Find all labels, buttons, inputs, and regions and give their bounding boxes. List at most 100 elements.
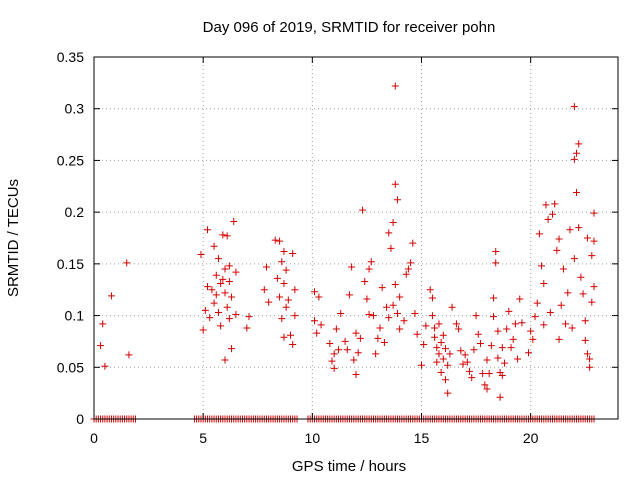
data-point (282, 303, 290, 311)
data-point (387, 244, 395, 252)
data-point (396, 325, 404, 333)
data-point (496, 393, 504, 401)
data-point (210, 242, 218, 250)
data-point (214, 255, 222, 263)
data-point (212, 271, 220, 279)
data-point (228, 293, 236, 301)
data-point (503, 325, 511, 333)
data-point (468, 374, 476, 382)
chart-title: Day 096 of 2019, SRMTID for receiver poh… (203, 19, 496, 36)
y-tick-label: 0.15 (57, 256, 84, 272)
data-point (97, 342, 105, 350)
data-point (317, 321, 325, 329)
x-tick-label: 0 (90, 430, 98, 446)
data-point (391, 281, 399, 289)
data-point (428, 312, 436, 320)
data-point (472, 312, 480, 320)
data-point (221, 265, 229, 273)
data-point (280, 280, 288, 288)
data-point (287, 331, 294, 339)
data-point (483, 356, 491, 364)
data-point (546, 308, 554, 316)
data-point (555, 335, 563, 343)
data-point (232, 268, 240, 276)
x-tick-label: 5 (199, 430, 207, 446)
data-point (369, 312, 377, 320)
data-point (101, 362, 109, 370)
data-point (518, 319, 526, 327)
data-point (544, 215, 552, 223)
data-point (433, 358, 441, 366)
data-point (586, 355, 594, 363)
data-point (378, 284, 386, 292)
data-point (123, 259, 131, 267)
data-point (232, 311, 240, 319)
data-point (409, 239, 417, 247)
data-point (221, 356, 229, 364)
data-point (500, 359, 508, 367)
data-point (418, 361, 425, 369)
data-point (575, 224, 583, 232)
data-point (260, 286, 268, 294)
data-point (345, 291, 353, 299)
data-point (228, 345, 236, 353)
data-point (330, 350, 338, 358)
data-point (204, 226, 212, 234)
y-tick-labels: 0 0.05 0.1 0.15 0.2 0.25 0.3 0.35 (57, 49, 84, 427)
data-point (332, 325, 340, 333)
data-point (404, 265, 412, 273)
data-point (579, 290, 587, 298)
y-tick-label: 0.25 (57, 152, 84, 168)
data-point (289, 341, 297, 349)
data-point (511, 320, 519, 328)
data-point (223, 232, 231, 240)
data-point (273, 274, 281, 282)
data-point (341, 337, 349, 345)
data-point (337, 310, 345, 318)
data-point (280, 333, 288, 341)
data-point (271, 236, 279, 244)
data-point (365, 265, 373, 273)
data-point (476, 339, 484, 347)
data-point (540, 321, 548, 329)
data-point (380, 338, 388, 346)
data-point (516, 295, 524, 303)
data-point (411, 310, 419, 318)
data-point (389, 218, 397, 226)
data-point (225, 315, 233, 323)
data-point (402, 270, 410, 278)
data-point (393, 196, 401, 204)
data-point (498, 344, 506, 352)
data-point (431, 324, 439, 332)
data-point (498, 372, 506, 380)
data-point (385, 229, 393, 237)
data-point (210, 299, 218, 307)
data-point (221, 289, 229, 297)
data-point (352, 371, 360, 379)
data-point (483, 385, 491, 393)
data-point (280, 247, 288, 255)
data-point (217, 322, 225, 330)
data-point (531, 313, 539, 321)
data-point (197, 251, 205, 259)
data-point (452, 320, 460, 328)
data-point (442, 345, 450, 353)
data-point (359, 206, 367, 214)
data-point (492, 247, 500, 255)
data-point (446, 350, 454, 358)
data-point (391, 180, 399, 188)
data-point (588, 252, 596, 260)
data-point (494, 327, 502, 335)
data-point (540, 280, 548, 288)
data-point (376, 324, 384, 332)
data-point (278, 315, 286, 323)
y-tick-label: 0.2 (65, 204, 85, 220)
data-point (529, 335, 537, 343)
data-point (219, 231, 227, 239)
data-point (533, 299, 541, 307)
data-point (570, 255, 578, 263)
data-point (568, 324, 576, 332)
data-point (291, 286, 299, 294)
data-point (311, 288, 319, 296)
grid-lines (94, 57, 618, 419)
